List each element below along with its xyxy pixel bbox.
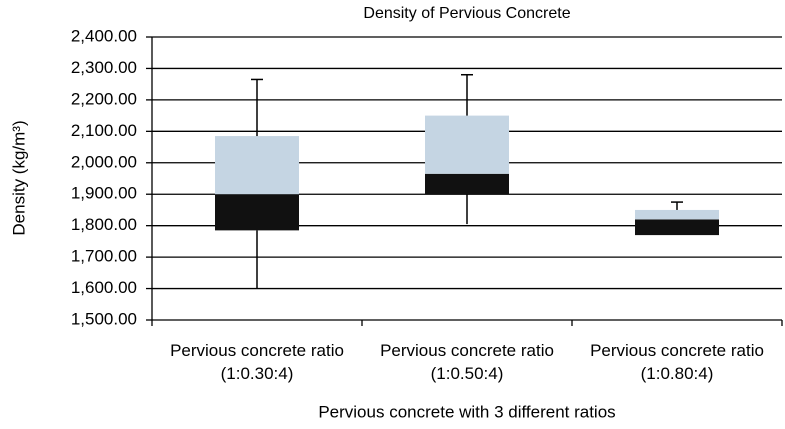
y-tick-label: 2,400.00 — [71, 26, 137, 45]
box-lower — [425, 173, 509, 195]
x-tick-label: Pervious concrete ratio (1:0.50:4) — [380, 341, 554, 383]
y-axis-title: Density (kg/m³) — [9, 120, 28, 235]
x-tick-label: Pervious concrete ratio (1:0.30:4) — [170, 341, 344, 383]
y-tick-label: 2,300.00 — [71, 58, 137, 77]
y-tick-label: 2,100.00 — [71, 121, 137, 140]
x-axis-title: Pervious concrete with 3 different ratio… — [318, 402, 615, 421]
y-tick-label: 1,700.00 — [71, 247, 137, 266]
box-upper — [215, 136, 299, 195]
box-upper — [425, 115, 509, 174]
y-tick-label: 1,900.00 — [71, 184, 137, 203]
x-tick-label: Pervious concrete ratio (1:0.80:4) — [590, 341, 764, 383]
chart-title: Density of Pervious Concrete — [363, 5, 570, 22]
y-tick-label: 1,600.00 — [71, 278, 137, 297]
y-tick-label: 2,200.00 — [71, 89, 137, 108]
box-lower — [215, 194, 299, 231]
y-tick-label: 1,500.00 — [71, 309, 137, 328]
y-tick-label: 2,000.00 — [71, 152, 137, 171]
box-lower — [635, 219, 719, 236]
box-upper — [635, 209, 719, 220]
y-tick-label: 1,800.00 — [71, 215, 137, 234]
